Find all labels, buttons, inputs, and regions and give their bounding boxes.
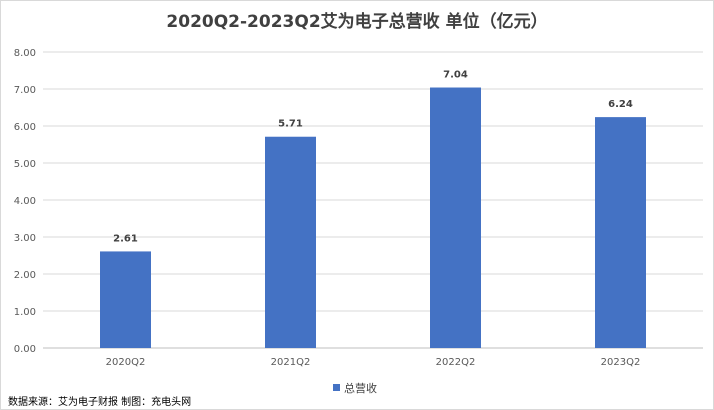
y-tick-label: 3.00 — [14, 233, 36, 244]
y-tick-label: 7.00 — [14, 85, 36, 96]
bars — [100, 87, 646, 349]
y-tick-label: 5.00 — [14, 159, 36, 170]
x-tick-label: 2023Q2 — [601, 357, 641, 368]
source-note: 数据来源：艾为电子财报 制图：充电头网 — [8, 395, 191, 408]
x-axis-ticks: 2020Q2 2021Q2 2022Q2 2023Q2 — [106, 357, 641, 368]
x-tick-label: 2022Q2 — [436, 357, 476, 368]
data-label: 6.24 — [608, 99, 633, 110]
y-tick-label: 1.00 — [14, 307, 36, 318]
bar — [595, 117, 646, 349]
y-tick-label: 0.00 — [14, 344, 36, 355]
x-tick-label: 2021Q2 — [271, 357, 311, 368]
gridlines — [43, 51, 703, 349]
bar — [265, 136, 316, 348]
bar — [100, 251, 151, 348]
bar — [430, 87, 481, 349]
chart-title: 2020Q2-2023Q2艾为电子总营收 单位（亿元） — [166, 11, 547, 32]
data-labels: 2.61 5.71 7.04 6.24 — [113, 70, 633, 245]
y-tick-label: 2.00 — [14, 270, 36, 281]
data-label: 2.61 — [113, 233, 138, 244]
y-tick-label: 4.00 — [14, 196, 36, 207]
legend-swatch — [333, 384, 340, 391]
legend: 总营收 — [333, 381, 377, 395]
y-tick-label: 6.00 — [14, 122, 36, 133]
x-tick-label: 2020Q2 — [106, 357, 146, 368]
data-label: 7.04 — [443, 70, 468, 81]
legend-label: 总营收 — [344, 381, 377, 395]
data-label: 5.71 — [278, 119, 303, 130]
y-axis-ticks: 0.00 1.00 2.00 3.00 4.00 5.00 6.00 7.00 8.00 — [14, 48, 36, 355]
y-tick-label: 8.00 — [14, 48, 36, 59]
